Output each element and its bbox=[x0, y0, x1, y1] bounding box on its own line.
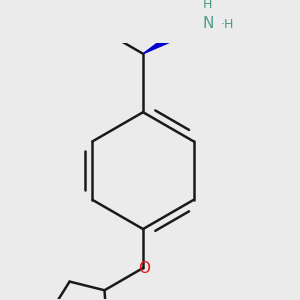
Polygon shape bbox=[143, 17, 200, 54]
Text: ·H: ·H bbox=[221, 18, 234, 31]
Text: N: N bbox=[202, 16, 213, 31]
Text: H: H bbox=[203, 0, 212, 11]
Text: O: O bbox=[138, 261, 150, 276]
